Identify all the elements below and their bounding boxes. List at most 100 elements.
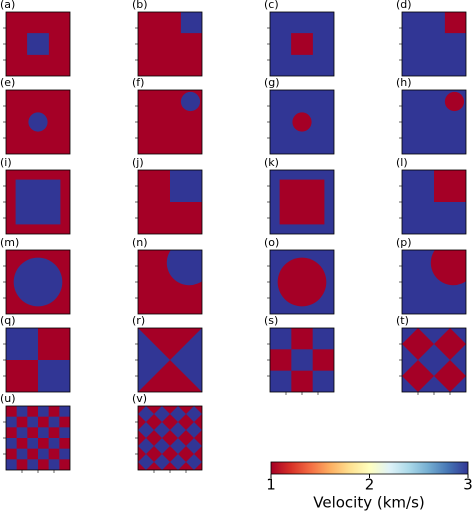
- region: [138, 438, 154, 454]
- region: [292, 112, 312, 132]
- region: [170, 170, 202, 202]
- region: [186, 422, 202, 438]
- region: [28, 112, 48, 132]
- region: [6, 459, 17, 470]
- colorbar-tick-label: 1: [266, 476, 276, 494]
- panel: [6, 250, 70, 314]
- region: [154, 422, 170, 438]
- panel: [270, 90, 334, 154]
- panel: [138, 406, 202, 470]
- region: [186, 438, 202, 454]
- region: [444, 12, 466, 34]
- region: [138, 422, 154, 438]
- panel-label: (a): [0, 0, 15, 11]
- region: [434, 328, 466, 360]
- panel: [402, 12, 466, 76]
- panel-label: (l): [396, 156, 408, 169]
- panel-label: (h): [396, 76, 412, 89]
- region: [138, 328, 170, 392]
- region: [59, 448, 70, 460]
- panel-label: (k): [264, 156, 279, 169]
- panel: [138, 170, 202, 234]
- region: [16, 448, 28, 460]
- region: [59, 406, 70, 417]
- region: [434, 360, 466, 392]
- panel: [138, 12, 202, 76]
- region: [38, 448, 49, 460]
- region: [170, 328, 202, 392]
- region: [186, 406, 202, 422]
- panel-label: (n): [132, 236, 148, 249]
- region: [170, 438, 186, 454]
- panel-label: (g): [264, 76, 280, 89]
- region: [138, 454, 154, 470]
- panel-label: (f): [132, 76, 144, 89]
- panel-label: (m): [0, 236, 19, 249]
- region: [6, 328, 38, 360]
- panel-label: (j): [132, 156, 144, 169]
- region: [138, 406, 154, 422]
- panel-label: (s): [264, 314, 278, 327]
- region: [279, 179, 325, 225]
- panel: [138, 250, 202, 314]
- region: [291, 370, 313, 392]
- region: [48, 416, 60, 428]
- colorbar-label: Velocity (km/s): [313, 494, 424, 512]
- region: [291, 33, 313, 55]
- panel-label: (b): [132, 0, 148, 11]
- region: [170, 422, 186, 438]
- region: [430, 250, 466, 286]
- region: [27, 459, 38, 470]
- region: [402, 360, 434, 392]
- region: [38, 427, 49, 438]
- region: [27, 416, 38, 428]
- region: [13, 257, 63, 307]
- region: [186, 454, 202, 470]
- panel: [402, 250, 466, 314]
- region: [402, 328, 434, 360]
- colorbar-bar: [270, 461, 469, 475]
- panel-label: (o): [264, 236, 279, 249]
- panel-label: (t): [396, 314, 409, 327]
- panel: [270, 250, 334, 314]
- panel: [138, 90, 202, 154]
- region: [16, 406, 28, 417]
- panel-label: (r): [132, 314, 145, 327]
- region: [6, 416, 17, 428]
- panel: [6, 170, 70, 234]
- panel: [270, 170, 334, 234]
- region: [270, 349, 292, 371]
- region: [16, 427, 28, 438]
- region: [312, 349, 334, 371]
- region: [48, 438, 60, 449]
- colorbar-tick-label: 3: [463, 476, 473, 494]
- region: [48, 459, 60, 470]
- region: [154, 406, 170, 422]
- region: [6, 438, 17, 449]
- region: [38, 406, 49, 417]
- colorbar-tick-label: 2: [365, 476, 375, 494]
- region: [277, 257, 327, 307]
- panel: [402, 90, 466, 154]
- region: [27, 438, 38, 449]
- region: [166, 250, 202, 286]
- region: [180, 12, 202, 34]
- region: [444, 91, 465, 112]
- panel-label: (d): [396, 0, 412, 11]
- panel-label: (u): [0, 392, 16, 405]
- panel: [402, 170, 466, 234]
- panel-label: (q): [0, 314, 16, 327]
- region: [59, 427, 70, 438]
- region: [180, 91, 201, 112]
- panel: [6, 12, 70, 76]
- panel-label: (v): [132, 392, 147, 405]
- region: [434, 170, 466, 202]
- panel: [138, 328, 202, 392]
- region: [170, 454, 186, 470]
- panel-label: (e): [0, 76, 15, 89]
- panel: [402, 328, 466, 392]
- panel-label: (p): [396, 236, 412, 249]
- panel: [270, 328, 334, 392]
- panel: [6, 90, 70, 154]
